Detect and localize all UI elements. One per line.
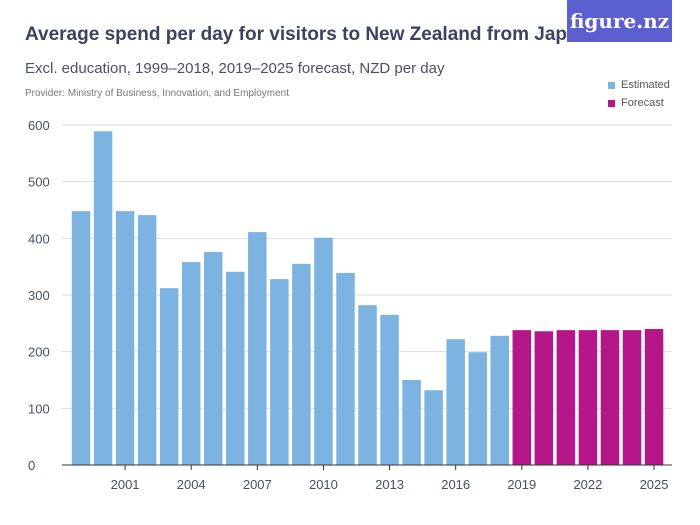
legend-swatch-forecast (608, 99, 615, 107)
bar-estimated-2007 (248, 232, 267, 465)
y-tick-label: 0 (28, 458, 35, 473)
bar-forecast-2023 (600, 330, 620, 465)
y-tick-label: 600 (28, 118, 50, 133)
x-tick-label: 2007 (243, 477, 272, 492)
bar-forecast-2021 (556, 330, 576, 465)
y-tick-label: 100 (28, 401, 50, 416)
bar-forecast-2025 (644, 329, 664, 465)
bar-estimated-2009 (292, 263, 311, 465)
bar-estimated-2010 (314, 237, 333, 465)
legend-item-estimated: Estimated (608, 76, 670, 94)
legend-label: Forecast (621, 97, 664, 109)
bar-estimated-2000 (93, 131, 113, 465)
bar-forecast-2024 (622, 330, 642, 465)
bar-estimated-2002 (137, 215, 157, 465)
y-tick-label: 200 (28, 345, 50, 360)
y-tick-label: 400 (28, 231, 50, 246)
legend-swatch-estimated (608, 81, 615, 89)
bar-estimated-2011 (336, 272, 355, 465)
legend: Estimated Forecast (608, 76, 670, 112)
legend-label: Estimated (621, 79, 670, 91)
provider-note: Provider: Ministry of Business, Innovati… (25, 88, 290, 99)
chart-title: Average spend per day for visitors to Ne… (25, 24, 590, 45)
bar-estimated-2006 (226, 271, 245, 465)
figure-nz-logo[interactable]: figure.nz (567, 0, 672, 42)
bar-forecast-2022 (578, 330, 598, 465)
bar-forecast-2020 (534, 331, 554, 465)
bar-estimated-2008 (270, 279, 289, 465)
x-tick-label: 2022 (573, 477, 602, 492)
bar-estimated-2003 (159, 288, 179, 465)
x-tick-label: 2004 (177, 477, 206, 492)
bar-estimated-2016 (446, 339, 465, 465)
bar-estimated-2018 (490, 335, 510, 465)
x-tick-label: 2019 (507, 477, 536, 492)
bar-estimated-2001 (115, 211, 135, 465)
x-tick-label: 2016 (441, 477, 470, 492)
x-tick-label: 2025 (640, 477, 669, 492)
bar-estimated-2017 (468, 352, 487, 465)
x-tick-label: 2013 (375, 477, 404, 492)
legend-item-forecast: Forecast (608, 94, 670, 112)
y-tick-label: 500 (28, 175, 50, 190)
bar-estimated-2015 (424, 390, 443, 465)
bar-forecast-2019 (512, 330, 532, 465)
bar-estimated-2005 (203, 251, 223, 465)
bar-estimated-2012 (358, 305, 377, 465)
bar-estimated-2004 (181, 262, 201, 465)
chart-subtitle: Excl. education, 1999–2018, 2019–2025 fo… (25, 60, 445, 77)
bar-estimated-2014 (402, 380, 421, 465)
bar-estimated-2013 (380, 314, 399, 465)
bar-estimated-1999 (71, 211, 91, 465)
x-tick-label: 2001 (111, 477, 140, 492)
x-tick-label: 2010 (309, 477, 338, 492)
y-tick-label: 300 (28, 288, 50, 303)
